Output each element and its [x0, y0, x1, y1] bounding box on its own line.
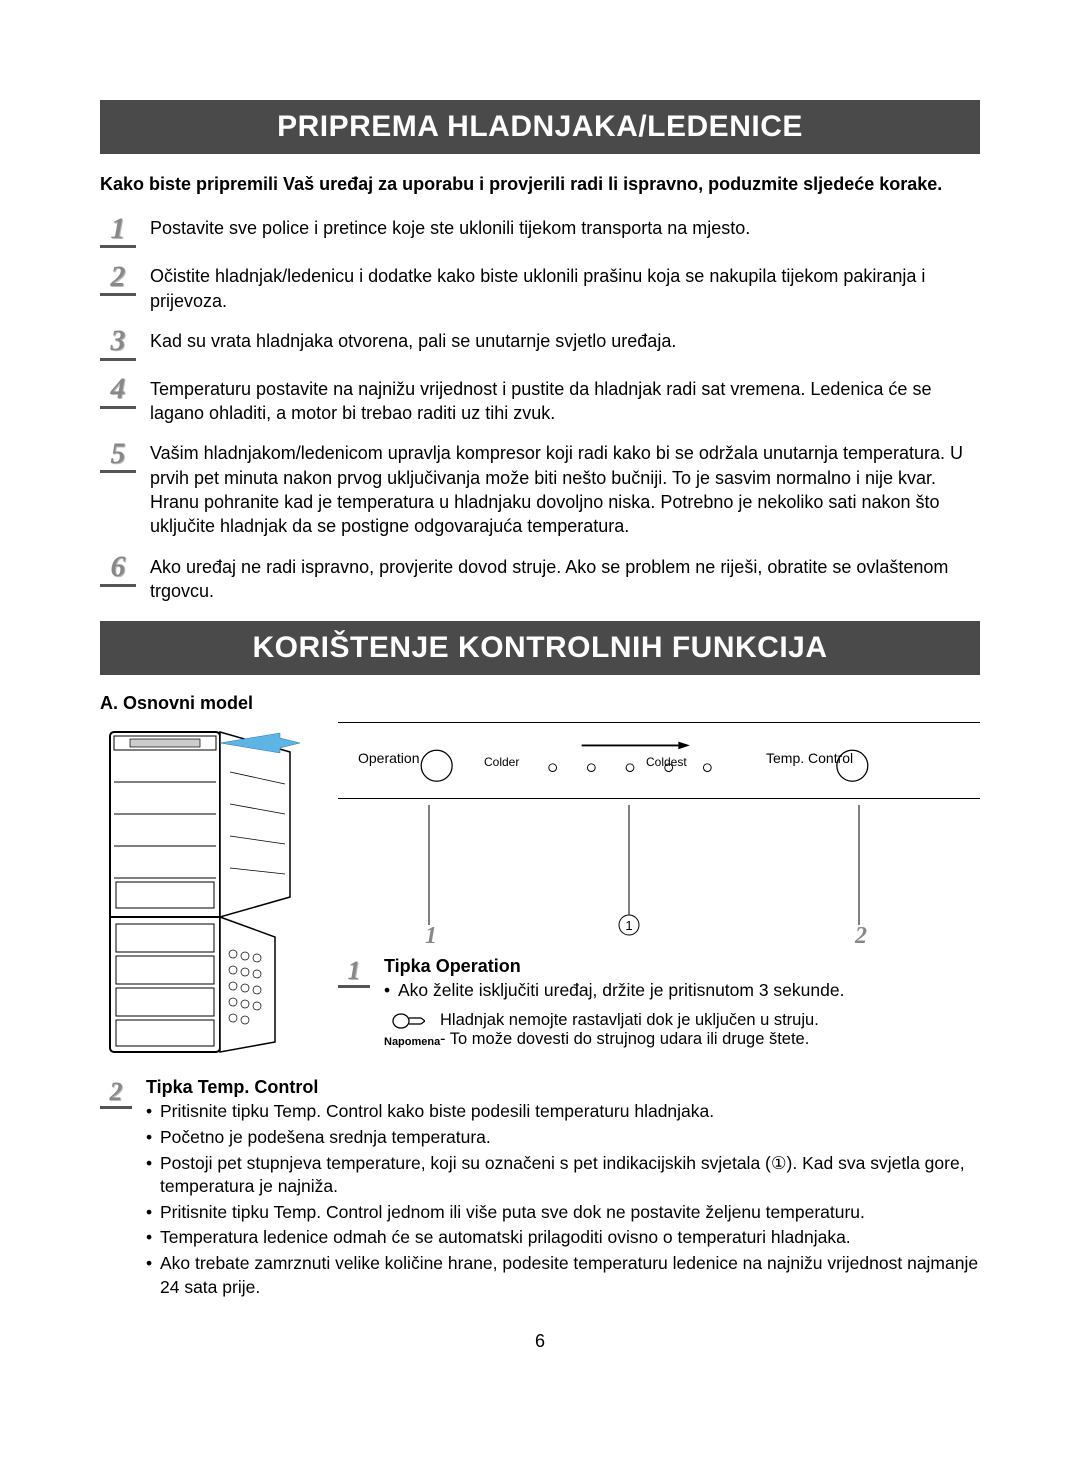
svg-text:1: 1 — [425, 923, 437, 945]
colder-label-text: Colder — [484, 755, 519, 769]
temp-control-label-text: Temp. Control — [766, 750, 853, 766]
list-item: Ako trebate zamrznuti velike količine hr… — [146, 1252, 980, 1299]
note-line: Hladnjak nemojte rastavljati dok je uklj… — [440, 1011, 819, 1030]
step-text: Kad su vrata hladnjaka otvorena, pali se… — [150, 325, 676, 353]
tipka-2-bullets: Pritisnite tipku Temp. Control kako bist… — [146, 1100, 980, 1299]
note-text: Hladnjak nemojte rastavljati dok je uklj… — [440, 1011, 819, 1049]
tipka-2: 2 Tipka Temp. Control Pritisnite tipku T… — [100, 1077, 980, 1301]
list-item: Pritisnite tipku Temp. Control kako bist… — [146, 1100, 980, 1124]
callout-diagram: 1 1 2 — [338, 805, 980, 945]
section-1-title: PRIPREMA HLADNJAKA/LEDENICE — [100, 100, 980, 154]
tipka-1-bullets: Ako želite isključiti uređaj, držite je … — [384, 979, 844, 1003]
step-row: 3 Kad su vrata hladnjaka otvorena, pali … — [100, 325, 980, 361]
pointer-arrow-icon — [220, 728, 300, 758]
panel-right: 1 1 2 Operation Colder Coldest Temp. Con… — [338, 722, 980, 1067]
tipka-1-body: Tipka Operation Ako želite isključiti ur… — [384, 956, 844, 1049]
step-number-3: 3 — [100, 325, 136, 361]
section-2-title: KORIŠTENJE KONTROLNIH FUNKCIJA — [100, 621, 980, 675]
svg-text:2: 2 — [854, 923, 867, 945]
list-item: Postoji pet stupnjeva temperature, koji … — [146, 1152, 980, 1199]
tipka-1: 1 Tipka Operation Ako želite isključiti … — [338, 956, 980, 1049]
tipka-2-number: 2 — [100, 1077, 132, 1109]
svg-text:1: 1 — [625, 918, 632, 933]
coldest-label-text: Coldest — [646, 755, 687, 769]
note-line: - To može dovesti do strujnog udara ili … — [440, 1030, 819, 1049]
step-text: Vašim hladnjakom/ledenicom upravlja komp… — [150, 437, 980, 538]
step-row: 1 Postavite sve police i pretince koje s… — [100, 212, 980, 248]
list-item: Pritisnite tipku Temp. Control jednom il… — [146, 1201, 980, 1225]
model-label: A. Osnovni model — [100, 693, 980, 714]
tipka-2-heading: Tipka Temp. Control — [146, 1077, 980, 1098]
page-number: 6 — [100, 1331, 980, 1352]
step-text: Ako uređaj ne radi ispravno, provjerite … — [150, 551, 980, 604]
step-row: 4 Temperaturu postavite na najnižu vrije… — [100, 373, 980, 426]
note-row: Napomena Hladnjak nemojte rastavljati do… — [384, 1011, 844, 1049]
section-1-intro: Kako biste pripremili Vaš uređaj za upor… — [100, 172, 980, 196]
step-number-1: 1 — [100, 212, 136, 248]
note-icon: Napomena — [384, 1011, 432, 1048]
tipka-1-heading: Tipka Operation — [384, 956, 844, 977]
step-number-6: 6 — [100, 551, 136, 587]
step-row: 2 Očistite hladnjak/ledenicu i dodatke k… — [100, 260, 980, 313]
step-number-5: 5 — [100, 437, 136, 473]
note-label: Napomena — [384, 1036, 432, 1048]
step-row: 5 Vašim hladnjakom/ledenicom upravlja ko… — [100, 437, 980, 538]
step-number-4: 4 — [100, 373, 136, 409]
step-text: Temperaturu postavite na najnižu vrijedn… — [150, 373, 980, 426]
panel-area: 1 1 2 Operation Colder Coldest Temp. Con… — [100, 722, 980, 1067]
tipka-2-body: Tipka Temp. Control Pritisnite tipku Tem… — [146, 1077, 980, 1301]
list-item: Ako želite isključiti uređaj, držite je … — [384, 979, 844, 1003]
tipka-1-number: 1 — [338, 956, 370, 988]
list-item: Temperatura ledenice odmah će se automat… — [146, 1226, 980, 1250]
step-text: Postavite sve police i pretince koje ste… — [150, 212, 750, 240]
step-number-2: 2 — [100, 260, 136, 296]
list-item: Početno je podešena srednja temperatura. — [146, 1126, 980, 1150]
step-row: 6 Ako uređaj ne radi ispravno, provjerit… — [100, 551, 980, 604]
step-text: Očistite hladnjak/ledenicu i dodatke kak… — [150, 260, 980, 313]
fridge-illustration — [100, 722, 320, 1067]
operation-label-text: Operation — [358, 750, 419, 766]
